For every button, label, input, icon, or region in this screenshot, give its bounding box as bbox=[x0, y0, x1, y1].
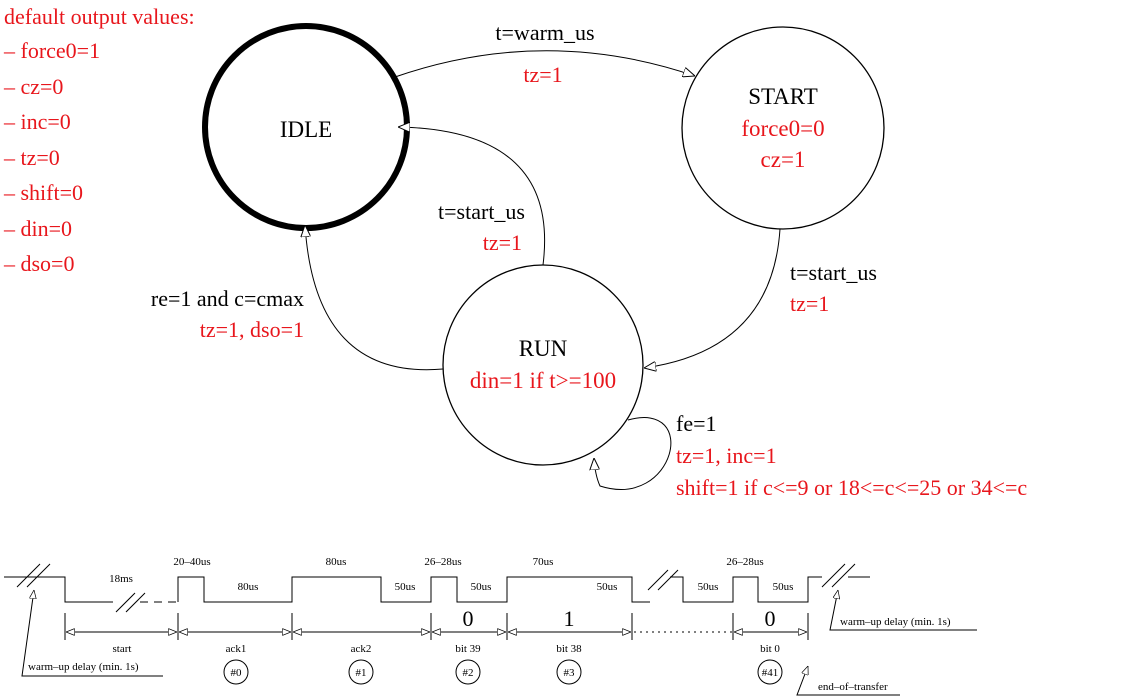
default-item: – force0=1 bbox=[3, 38, 100, 63]
state-start: START force0=0 cz=1 bbox=[681, 26, 885, 230]
bit-value: 0 bbox=[765, 606, 776, 631]
duration-label: 50us bbox=[698, 581, 719, 593]
note-leader bbox=[796, 666, 900, 696]
timing-notes: warm–up delay (min. 1s) warm–up delay (m… bbox=[21, 590, 977, 696]
bit-values: 0 1 0 bbox=[463, 606, 776, 631]
waveform-line bbox=[177, 576, 650, 603]
transition-idle-start: t=warm_us tz=1 bbox=[394, 20, 695, 87]
transition-run-idle-upper: t=start_us tz=1 bbox=[398, 127, 546, 266]
duration-label: 70us bbox=[533, 556, 554, 568]
segment-name: start bbox=[113, 643, 132, 655]
transition-action: tz=1, inc=1 bbox=[676, 443, 777, 468]
segment-ticks bbox=[64, 613, 809, 640]
transition-arrow bbox=[644, 228, 781, 368]
duration-label: 50us bbox=[597, 581, 618, 593]
note-end-of-transfer: end–of–transfer bbox=[818, 681, 888, 693]
segment-circle bbox=[757, 659, 783, 685]
segment-name: ack2 bbox=[351, 643, 372, 655]
segment-names: start ack1 ack2 bit 39 bit 38 bit 0 bbox=[113, 643, 781, 655]
segment-circle bbox=[223, 659, 249, 685]
duration-labels: 18ms 20–40us 80us 80us 50us 26–28us 50us… bbox=[109, 556, 793, 593]
segment-name: bit 0 bbox=[760, 643, 780, 655]
segment-circle bbox=[455, 659, 481, 685]
default-item: – din=0 bbox=[3, 216, 72, 241]
segment-circle-label: #3 bbox=[564, 667, 576, 679]
transition-arrow bbox=[305, 225, 444, 371]
default-item: – dso=0 bbox=[3, 251, 74, 276]
duration-label: 26–28us bbox=[726, 556, 763, 568]
transition-condition: t=start_us bbox=[438, 199, 525, 224]
state-start-output: cz=1 bbox=[761, 147, 806, 172]
duration-label: 80us bbox=[238, 581, 259, 593]
default-output-values: default output values: – force0=1 – cz=0… bbox=[3, 4, 195, 276]
transition-run-self: fe=1 tz=1, inc=1 shift=1 if c<=9 or 18<=… bbox=[594, 411, 1027, 500]
state-start-output: force0=0 bbox=[741, 116, 824, 141]
transition-action: tz=1 bbox=[790, 291, 829, 316]
transition-action: tz=1 bbox=[483, 230, 522, 255]
segment-circle-label: #41 bbox=[762, 667, 779, 679]
duration-label: 50us bbox=[395, 581, 416, 593]
default-item: – cz=0 bbox=[3, 74, 63, 99]
note-leader bbox=[21, 590, 163, 677]
segment-name: bit 39 bbox=[455, 643, 481, 655]
segment-circle bbox=[556, 659, 582, 685]
duration-label: 20–40us bbox=[173, 556, 210, 568]
bit-value: 0 bbox=[463, 606, 474, 631]
state-start-circle bbox=[681, 26, 885, 230]
state-idle: IDLE bbox=[202, 23, 410, 231]
transition-condition: t=start_us bbox=[790, 260, 877, 285]
state-run-circle bbox=[442, 264, 644, 466]
duration-label: 26–28us bbox=[424, 556, 461, 568]
transition-action: shift=1 if c<=9 or 18<=c<=25 or 34<=c bbox=[676, 475, 1027, 500]
transition-arrow bbox=[394, 50, 695, 78]
break-mark bbox=[647, 569, 669, 591]
timing-diagram: 18ms 20–40us 80us 80us 50us 26–28us 50us… bbox=[4, 556, 977, 696]
transition-run-idle-lower: re=1 and c=cmax tz=1, dso=1 bbox=[151, 225, 444, 371]
state-run: RUN din=1 if t>=100 bbox=[442, 264, 644, 466]
transition-condition: re=1 and c=cmax bbox=[151, 286, 304, 311]
transition-action: tz=1 bbox=[523, 62, 562, 87]
segment-name: ack1 bbox=[226, 643, 247, 655]
break-mark bbox=[657, 569, 679, 591]
break-mark bbox=[16, 563, 41, 588]
default-item: – tz=0 bbox=[3, 145, 60, 170]
state-start-name: START bbox=[748, 84, 818, 109]
transition-start-run: t=start_us tz=1 bbox=[644, 228, 877, 368]
note-leader bbox=[829, 590, 977, 631]
duration-label: 50us bbox=[773, 581, 794, 593]
waveform-line bbox=[670, 576, 822, 603]
segment-circle bbox=[348, 659, 374, 685]
transition-action: tz=1, dso=1 bbox=[200, 317, 304, 342]
break-mark bbox=[821, 563, 846, 588]
segment-circles: #0 #1 #2 #3 #41 bbox=[223, 659, 783, 685]
waveform-line bbox=[4, 576, 113, 603]
defaults-title: default output values: bbox=[4, 4, 195, 29]
transition-arrow bbox=[398, 127, 546, 266]
break-mark bbox=[831, 563, 856, 588]
state-idle-name: IDLE bbox=[280, 117, 332, 142]
waveform bbox=[4, 563, 870, 613]
transition-condition: fe=1 bbox=[676, 411, 717, 436]
segment-name: bit 38 bbox=[556, 643, 582, 655]
segment-circle-label: #2 bbox=[463, 667, 474, 679]
transition-condition: t=warm_us bbox=[495, 20, 594, 45]
default-item: – inc=0 bbox=[3, 109, 71, 134]
duration-label: 18ms bbox=[109, 573, 133, 585]
segment-circle-label: #0 bbox=[231, 667, 243, 679]
duration-label: 50us bbox=[471, 581, 492, 593]
duration-label: 80us bbox=[326, 556, 347, 568]
break-mark bbox=[26, 563, 51, 588]
break-mark bbox=[125, 592, 146, 613]
segment-circle-label: #1 bbox=[356, 667, 367, 679]
default-item: – shift=0 bbox=[3, 180, 83, 205]
note-warmup-left: warm–up delay (min. 1s) bbox=[28, 661, 139, 673]
bit-value: 1 bbox=[564, 606, 575, 631]
state-run-output: din=1 if t>=100 bbox=[470, 368, 616, 393]
note-warmup-right: warm–up delay (min. 1s) bbox=[840, 616, 951, 628]
break-mark bbox=[115, 592, 136, 613]
state-run-name: RUN bbox=[519, 336, 568, 361]
transition-arrow bbox=[594, 417, 672, 490]
